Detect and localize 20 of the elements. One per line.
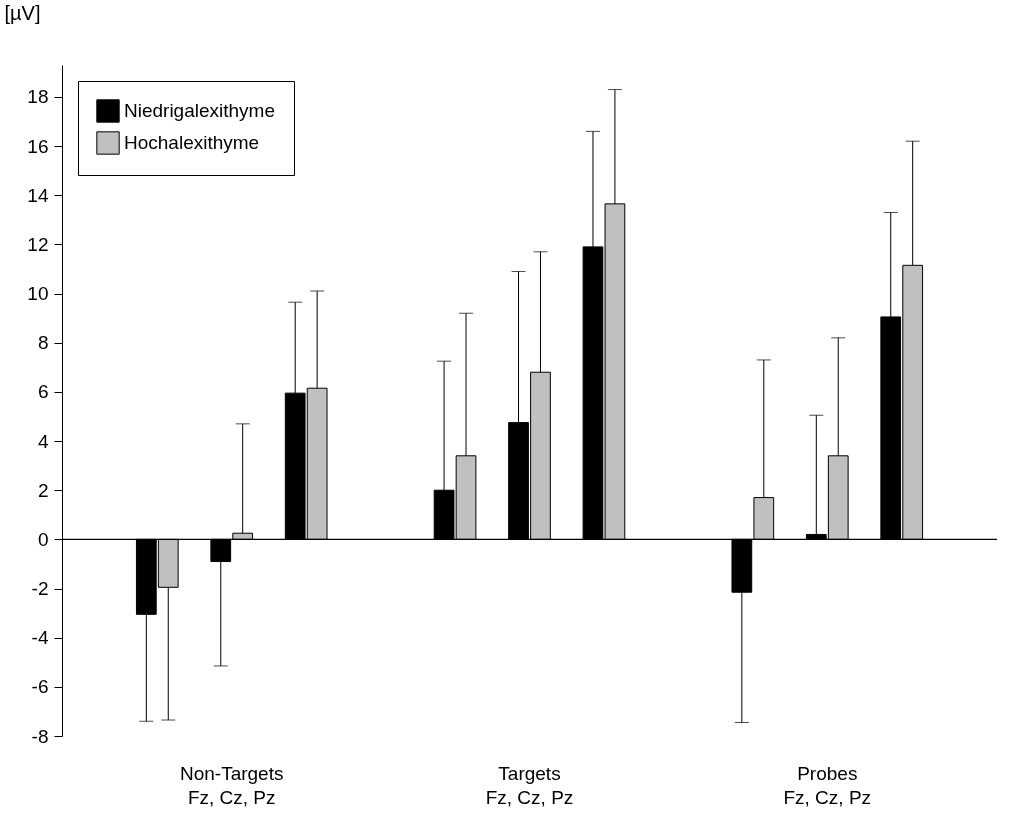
legend-label: Hochalexithyme (124, 132, 260, 153)
x-tick-label: Targets Fz, Cz, Pz (485, 762, 574, 808)
legend-label: Niedrigalexithyme (124, 100, 276, 121)
y-tick-label: 6 (37, 381, 49, 403)
x-tick-label: Probes Fz, Cz, Pz (783, 762, 872, 808)
x-tick-label: Non-Targets Fz, Cz, Pz (179, 762, 284, 808)
y-tick-label: 18 (27, 86, 49, 108)
y-tick-label: 16 (27, 135, 49, 157)
y-tick-label: 14 (27, 184, 49, 206)
y-tick-label: -6 (31, 676, 49, 698)
y-tick-label: -4 (31, 627, 49, 649)
y-tick-label: 12 (27, 233, 49, 255)
y-tick-label: 0 (37, 528, 49, 550)
y-tick-label: 8 (37, 332, 49, 354)
y-axis-title: [µV] (4, 1, 41, 24)
y-tick-label: 4 (37, 430, 49, 452)
y-tick-label: 10 (27, 283, 49, 305)
y-tick-label: 2 (37, 479, 49, 501)
y-tick-label: -2 (31, 578, 49, 600)
y-tick-label: -8 (31, 725, 49, 747)
